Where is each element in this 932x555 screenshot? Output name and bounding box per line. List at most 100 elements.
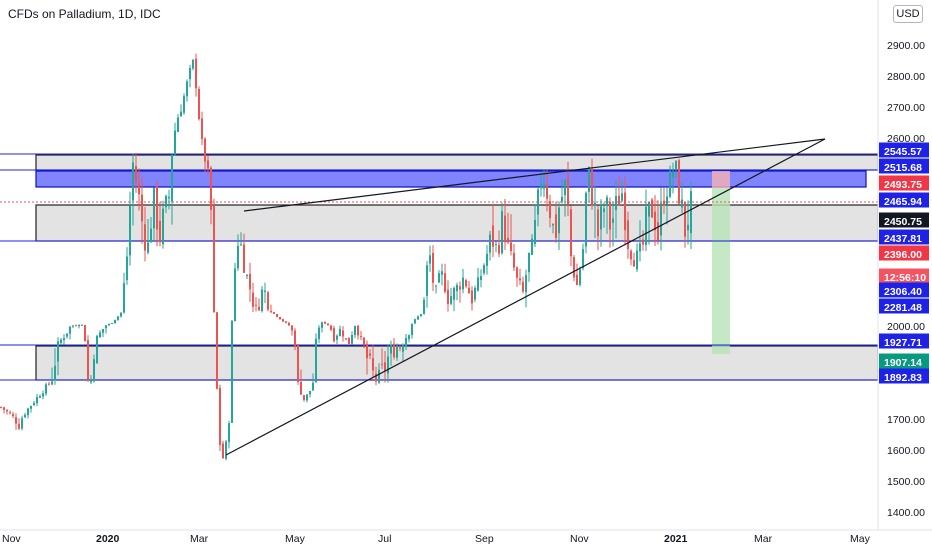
candle-body	[621, 193, 623, 201]
candle-body	[351, 335, 353, 344]
candle-body	[666, 196, 668, 204]
candle-body	[258, 307, 260, 310]
candle-body	[405, 338, 407, 346]
candle-body	[669, 171, 671, 197]
candle-body	[633, 260, 635, 266]
candle-body	[477, 277, 479, 290]
candle-body	[420, 314, 422, 316]
candle-body	[0, 407, 2, 408]
candle-body	[540, 183, 542, 188]
candle-body	[81, 325, 83, 326]
candle-body	[567, 178, 569, 204]
candle-body	[108, 324, 110, 326]
candle-body	[390, 345, 392, 354]
candle-body	[171, 155, 173, 202]
x-tick-label: Mar	[754, 533, 773, 545]
candle-body	[318, 328, 320, 339]
candle-body	[429, 255, 431, 263]
candle-body	[282, 319, 284, 321]
candle-body	[531, 239, 533, 255]
candle-body	[216, 312, 218, 389]
candle-body	[117, 316, 119, 319]
candle-body	[507, 238, 509, 242]
candle-body	[348, 338, 350, 344]
candle-body	[213, 206, 215, 312]
candle-body	[360, 336, 362, 337]
candle-body	[561, 197, 563, 202]
candle-body	[132, 162, 134, 200]
currency-selector-button[interactable]: USD	[893, 5, 923, 23]
price-label: 2396.00	[884, 249, 922, 261]
candle-body	[432, 253, 434, 283]
candle-body	[183, 96, 185, 113]
candle-body	[309, 391, 311, 394]
zone-rect-3[interactable]	[36, 346, 878, 380]
candle-body	[45, 384, 47, 393]
candle-body	[387, 357, 389, 374]
candle-body	[177, 117, 179, 131]
price-label: 2450.75	[884, 216, 922, 228]
candle-body	[156, 186, 158, 229]
candle-body	[396, 346, 398, 358]
candle-body	[369, 354, 371, 356]
candle-body	[297, 345, 299, 382]
candle-body	[114, 320, 116, 323]
candle-body	[534, 220, 536, 244]
candle-body	[648, 202, 650, 216]
candle-body	[459, 286, 461, 289]
candle-body	[3, 407, 5, 410]
candle-body	[486, 254, 488, 266]
candle-body	[393, 344, 395, 357]
candle-body	[468, 288, 470, 294]
candle-body	[327, 323, 329, 325]
zone-rect-0[interactable]	[36, 155, 878, 170]
price-label: 2515.68	[884, 162, 922, 174]
candle-body	[675, 161, 677, 169]
candle-body	[237, 246, 239, 269]
x-tick-label: Mar	[190, 533, 209, 545]
candle-body	[54, 366, 56, 381]
candle-body	[495, 244, 497, 245]
candle-body	[270, 311, 272, 312]
candle-body	[513, 253, 515, 268]
candle-body	[234, 269, 236, 321]
candle-body	[471, 290, 473, 303]
zone-rect-1[interactable]	[36, 171, 866, 187]
y-tick-label: 2900.00	[887, 40, 925, 52]
candle-body	[522, 282, 524, 292]
candle-body	[141, 195, 143, 222]
candle-body	[315, 339, 317, 382]
candle-body	[342, 330, 344, 336]
candle-body	[102, 329, 104, 333]
candle-body	[288, 323, 290, 326]
candle-body	[336, 336, 338, 340]
candle-body	[42, 393, 44, 396]
candle-body	[36, 397, 38, 403]
candle-body	[273, 312, 275, 314]
candle-body	[480, 276, 482, 280]
candle-body	[546, 184, 548, 198]
candle-body	[690, 191, 692, 233]
candle-body	[576, 275, 578, 285]
candle-body	[39, 396, 41, 398]
candle-body	[663, 201, 665, 206]
candle-body	[15, 417, 17, 423]
candle-body	[492, 225, 494, 246]
y-tick-label: 1600.00	[887, 445, 925, 457]
candle-body	[660, 203, 662, 235]
candle-body	[312, 383, 314, 391]
candle-body	[243, 245, 245, 273]
candle-body	[261, 290, 263, 311]
y-tick-label: 1500.00	[887, 476, 925, 488]
candle-body	[423, 300, 425, 314]
candle-body	[573, 257, 575, 277]
candle-body	[201, 118, 203, 139]
candle-body	[462, 278, 464, 290]
candle-body	[345, 338, 347, 339]
y-tick-label: 2700.00	[887, 102, 925, 114]
candle-body	[246, 275, 248, 276]
candle-body	[426, 265, 428, 296]
candle-body	[558, 208, 560, 234]
